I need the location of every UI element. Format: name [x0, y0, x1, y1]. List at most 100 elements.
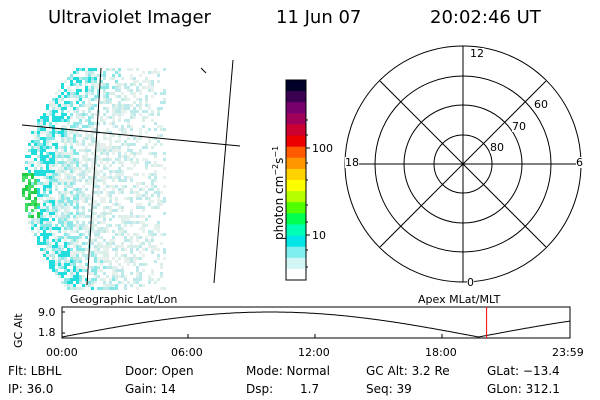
emission-pixel — [70, 158, 73, 161]
emission-pixel — [85, 197, 88, 200]
emission-pixel — [94, 77, 97, 80]
emission-pixel — [139, 257, 142, 260]
emission-pixel — [151, 113, 154, 116]
emission-pixel — [124, 197, 127, 200]
emission-pixel — [43, 221, 46, 224]
emission-pixel — [139, 203, 142, 206]
emission-pixel — [154, 92, 157, 95]
emission-pixel — [121, 170, 124, 173]
emission-pixel — [46, 206, 49, 209]
emission-pixel — [37, 239, 40, 242]
emission-pixel — [46, 221, 49, 224]
emission-pixel — [64, 149, 67, 152]
emission-pixel — [88, 149, 91, 152]
emission-pixel — [85, 77, 88, 80]
emission-pixel — [85, 92, 88, 95]
emission-pixel — [130, 149, 133, 152]
emission-pixel — [103, 137, 106, 140]
emission-pixel — [88, 233, 91, 236]
emission-pixel — [91, 287, 94, 290]
emission-pixel — [91, 269, 94, 272]
emission-pixel — [145, 110, 148, 113]
emission-pixel — [49, 137, 52, 140]
emission-pixel — [109, 287, 112, 290]
emission-pixel — [106, 128, 109, 131]
emission-pixel — [58, 218, 61, 221]
emission-pixel — [55, 251, 58, 254]
emission-pixel — [58, 248, 61, 251]
emission-pixel — [100, 257, 103, 260]
emission-pixel — [121, 206, 124, 209]
emission-pixel — [118, 101, 121, 104]
emission-pixel — [151, 278, 154, 281]
emission-pixel — [64, 236, 67, 239]
emission-pixel — [163, 68, 166, 71]
emission-pixel — [88, 158, 91, 161]
emission-pixel — [127, 233, 130, 236]
emission-pixel — [70, 131, 73, 134]
emission-pixel — [52, 212, 55, 215]
emission-pixel — [94, 74, 97, 77]
emission-pixel — [151, 71, 154, 74]
emission-pixel — [118, 119, 121, 122]
emission-pixel — [97, 191, 100, 194]
emission-pixel — [97, 179, 100, 182]
emission-pixel — [109, 242, 112, 245]
emission-pixel — [97, 230, 100, 233]
emission-pixel — [55, 98, 58, 101]
emission-pixel — [148, 200, 151, 203]
emission-pixel — [43, 146, 46, 149]
emission-pixel — [91, 140, 94, 143]
emission-pixel — [88, 122, 91, 125]
emission-pixel — [67, 173, 70, 176]
emission-pixel — [52, 131, 55, 134]
emission-pixel — [79, 104, 82, 107]
emission-pixel — [40, 233, 43, 236]
emission-pixel — [103, 278, 106, 281]
emission-pixel — [46, 182, 49, 185]
emission-pixel — [121, 113, 124, 116]
emission-pixel — [118, 134, 121, 137]
emission-pixel — [73, 197, 76, 200]
emission-pixel — [133, 245, 136, 248]
emission-pixel — [109, 197, 112, 200]
emission-pixel — [49, 125, 52, 128]
emission-pixel — [97, 122, 100, 125]
emission-pixel — [76, 140, 79, 143]
emission-pixel — [148, 161, 151, 164]
emission-pixel — [76, 230, 79, 233]
emission-pixel — [103, 152, 106, 155]
emission-pixel — [151, 236, 154, 239]
emission-pixel — [58, 95, 61, 98]
emission-pixel — [58, 215, 61, 218]
emission-pixel — [31, 209, 34, 212]
emission-pixel — [118, 227, 121, 230]
emission-pixel — [139, 107, 142, 110]
emission-pixel — [103, 122, 106, 125]
emission-pixel — [100, 170, 103, 173]
emission-pixel — [124, 278, 127, 281]
emission-pixel — [76, 248, 79, 251]
emission-pixel — [67, 179, 70, 182]
emission-pixel — [97, 251, 100, 254]
emission-pixel — [49, 263, 52, 266]
emission-pixel — [40, 149, 43, 152]
emission-pixel — [94, 200, 97, 203]
emission-pixel — [43, 242, 46, 245]
emission-pixel — [94, 206, 97, 209]
emission-pixel — [55, 176, 58, 179]
emission-pixel — [52, 218, 55, 221]
emission-pixel — [64, 227, 67, 230]
emission-pixel — [112, 185, 115, 188]
emission-pixel — [70, 203, 73, 206]
emission-pixel — [79, 269, 82, 272]
emission-pixel — [136, 86, 139, 89]
emission-pixel — [85, 224, 88, 227]
emission-pixel — [88, 182, 91, 185]
emission-pixel — [76, 254, 79, 257]
emission-pixel — [97, 236, 100, 239]
emission-pixel — [88, 71, 91, 74]
emission-pixel — [40, 224, 43, 227]
emission-pixel — [67, 161, 70, 164]
emission-pixel — [109, 206, 112, 209]
